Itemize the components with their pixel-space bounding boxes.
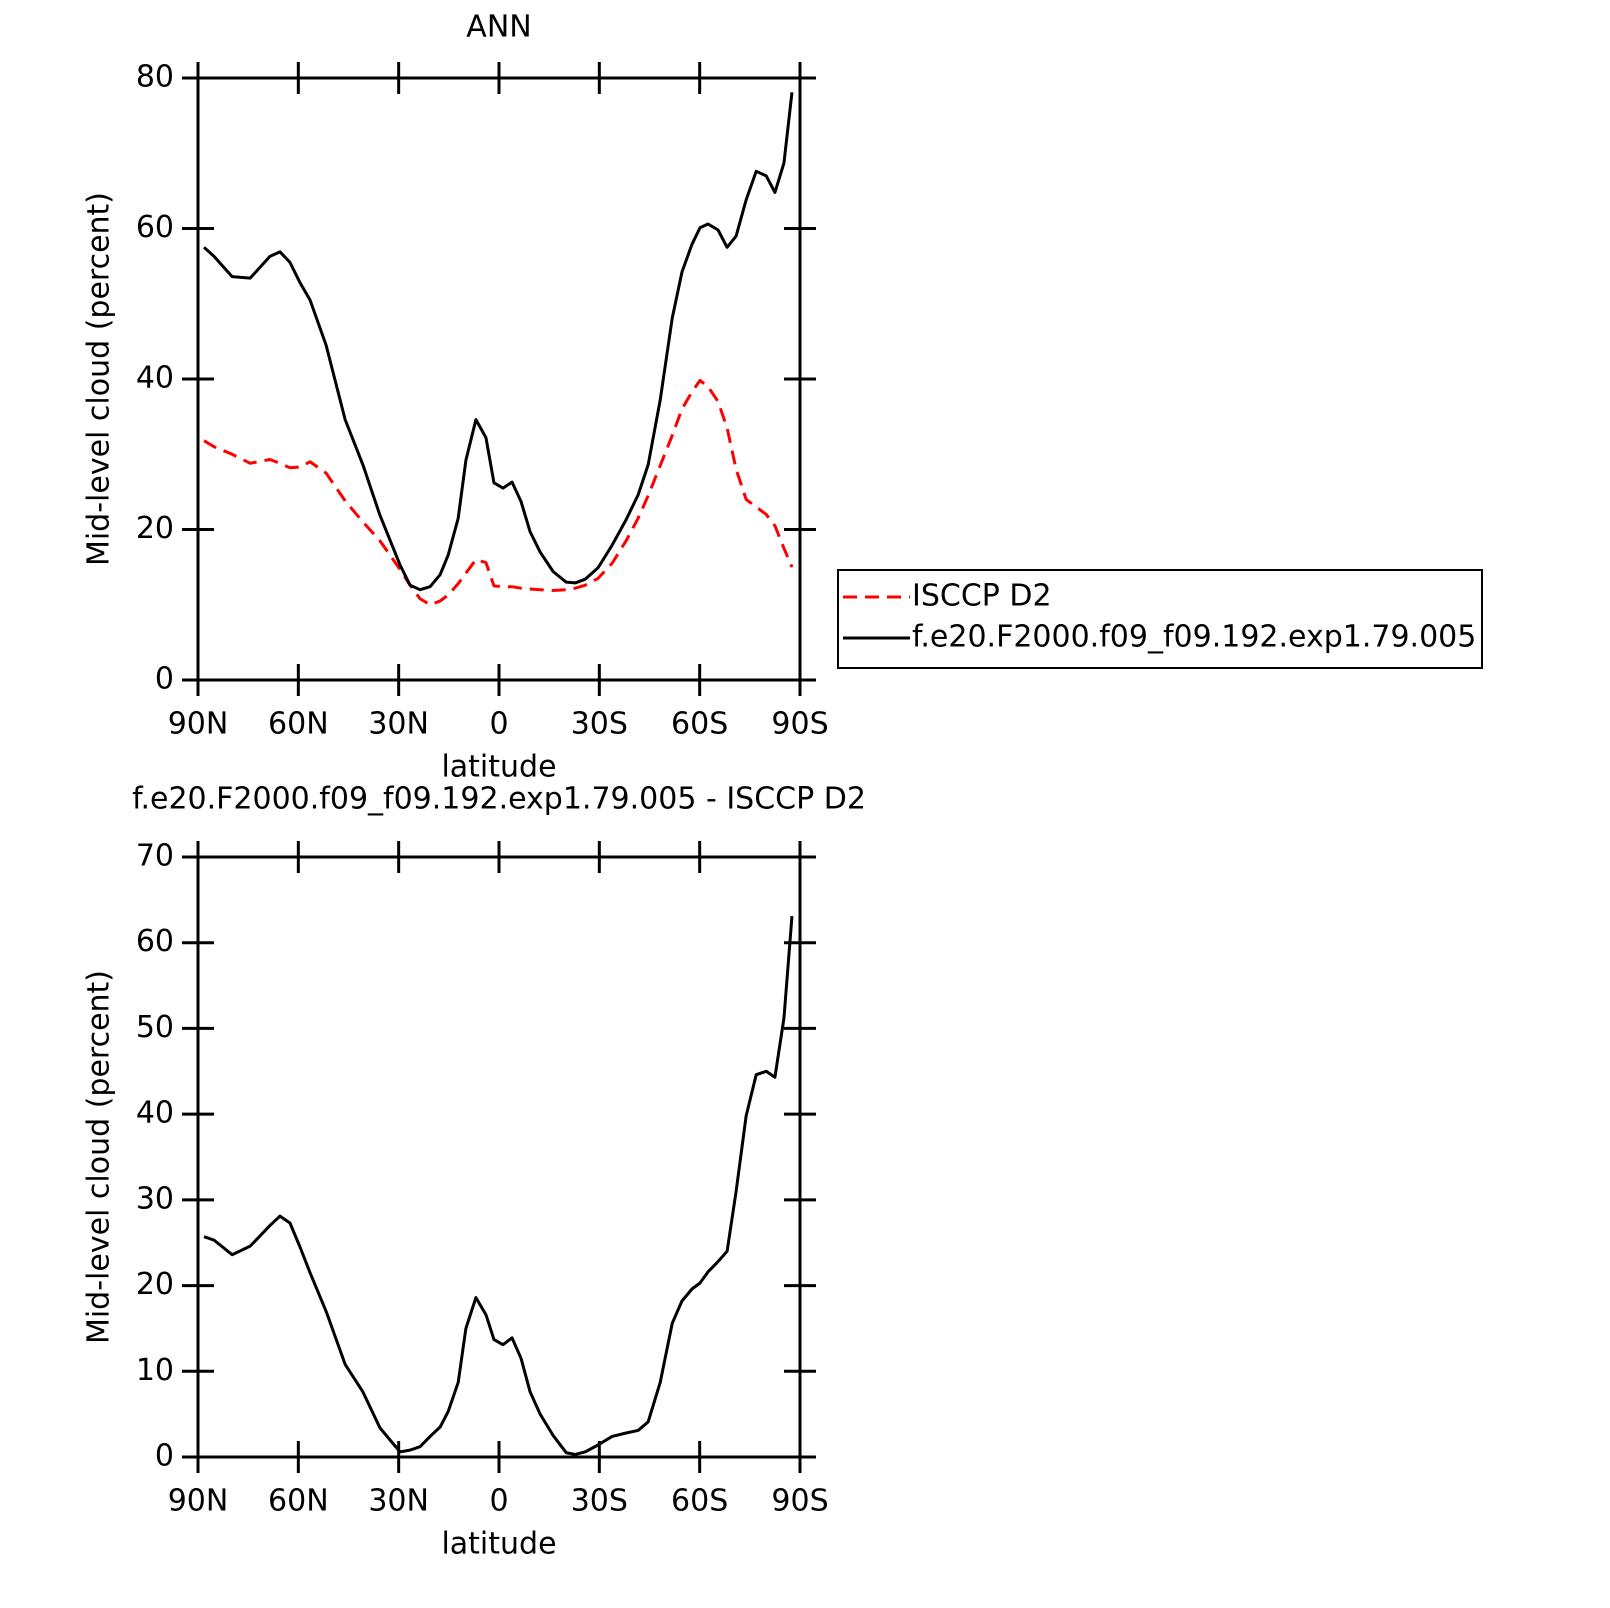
legend-box [837,569,1483,669]
x-tick-label: 30N [368,707,429,742]
data-line [203,92,794,592]
y-tick-label: 10 [136,1353,174,1388]
chart-title: f.e20.F2000.f09_f09.192.exp1.79.005 - IS… [132,782,866,817]
y-tick-label: 60 [136,210,174,245]
x-axis-label: latitude [441,1527,556,1562]
x-tick-label: 90N [168,1484,229,1519]
x-tick-label: 90S [771,1484,828,1519]
y-axis-label: Mid-level cloud (percent) [82,192,117,566]
plot-frame [196,855,802,1459]
plot-frame [196,76,802,682]
x-tick-label: 60S [671,1484,728,1519]
y-tick-label: 60 [136,924,174,959]
y-tick-label: 70 [136,839,174,874]
y-tick-label: 0 [155,1439,174,1474]
x-tick-label: 30S [571,707,628,742]
legend-label: ISCCP D2 [912,579,1052,614]
x-tick-label: 0 [489,707,508,742]
data-line [203,916,794,1456]
x-tick-label: 60N [268,707,329,742]
x-tick-label: 60S [671,707,728,742]
y-tick-label: 0 [155,662,174,697]
x-tick-label: 0 [489,1484,508,1519]
data-line [203,379,794,607]
x-tick-label: 30N [368,1484,429,1519]
legend-label: f.e20.F2000.f09_f09.192.exp1.79.005 [912,620,1476,655]
y-tick-label: 40 [136,1096,174,1131]
y-tick-label: 20 [136,511,174,546]
x-tick-label: 60N [268,1484,329,1519]
chart-title: ANN [466,10,531,45]
y-tick-label: 50 [136,1010,174,1045]
y-tick-label: 40 [136,361,174,396]
y-tick-label: 20 [136,1267,174,1302]
y-axis-label: Mid-level cloud (percent) [82,970,117,1344]
x-axis-label: latitude [441,750,556,785]
x-tick-label: 90S [771,707,828,742]
x-tick-label: 90N [168,707,229,742]
x-tick-label: 30S [571,1484,628,1519]
y-tick-label: 30 [136,1181,174,1216]
y-tick-label: 80 [136,60,174,95]
